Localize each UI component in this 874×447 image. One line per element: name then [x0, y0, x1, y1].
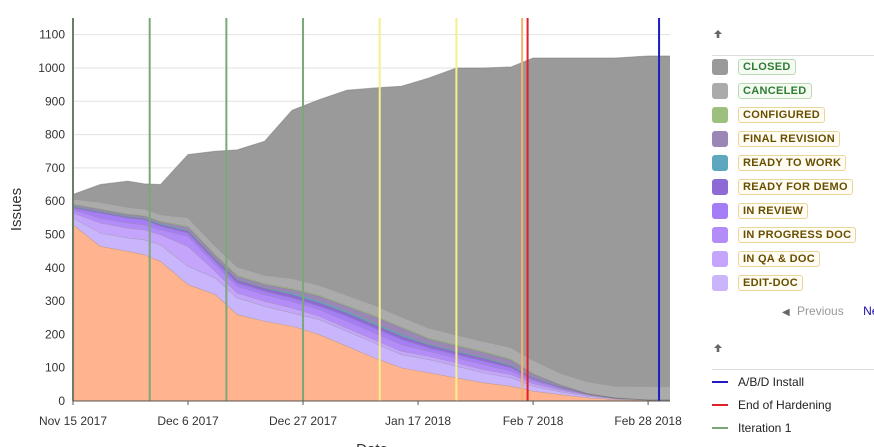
series-line	[72, 55, 670, 195]
legend-item[interactable]: EDIT-DOC	[712, 273, 803, 293]
marker-line-swatch	[712, 381, 728, 383]
scroll-up-arrow-icon[interactable]	[712, 29, 724, 41]
legend-item[interactable]: FINAL REVISION	[712, 129, 841, 149]
legend-panel: CLOSED CANCELED CONFIGURED FINAL REVISION RE…	[700, 0, 874, 447]
series-area-in-qa-doc	[73, 212, 670, 400]
legend-swatch	[712, 155, 728, 171]
chart-area: 0 100 200 300 400 500 600 700 800 900 1000 1100 Nov …	[8, 18, 682, 447]
series-area-closed	[73, 55, 670, 387]
x-tick-label: Jan 17 2018	[385, 414, 451, 428]
y-tick-label: 900	[45, 94, 65, 108]
y-tick-label: 0	[58, 394, 65, 408]
marker-line-swatch	[712, 427, 728, 429]
y-tick-label: 800	[45, 128, 65, 142]
y-tick-label: 200	[45, 327, 65, 341]
x-tick-label: Dec 27 2017	[269, 414, 337, 428]
legend-pager: ◀ Previous Ne:	[782, 304, 874, 318]
legend-label: CLOSED	[738, 59, 796, 75]
marker-legend-item[interactable]: Iteration 1	[712, 419, 791, 437]
legend-divider	[712, 55, 874, 56]
legend-label: CANCELED	[738, 83, 812, 99]
legend-label: READY FOR DEMO	[738, 179, 853, 195]
y-tick-label: 100	[45, 361, 65, 375]
legend-item[interactable]: READY TO WORK	[712, 153, 847, 173]
previous-arrow-icon[interactable]: ◀	[782, 307, 790, 318]
previous-page-link[interactable]: Previous	[797, 304, 844, 318]
legend-divider	[712, 369, 874, 370]
marker-legend-label: A/B/D Install	[738, 375, 805, 389]
legend-label: CONFIGURED	[738, 107, 825, 123]
legend-swatch	[712, 131, 728, 147]
y-tick-label: 400	[45, 261, 65, 275]
legend-swatch	[712, 179, 728, 195]
marker-legend-item[interactable]: A/B/D Install	[712, 373, 804, 391]
legend-swatch	[712, 227, 728, 243]
x-tick-label: Feb 7 2018	[503, 414, 564, 428]
legend-label: IN QA & DOC	[738, 251, 820, 267]
marker-legend-label: End of Hardening	[738, 398, 832, 412]
legend-label: IN PROGRESS DOC	[738, 227, 857, 243]
next-page-link[interactable]: Ne:	[863, 304, 874, 318]
legend-label: EDIT-DOC	[738, 275, 803, 291]
y-tick-label: 700	[45, 161, 65, 175]
cumulative-flow-chart: 0 100 200 300 400 500 600 700 800 900 1000 1100 Nov …	[8, 18, 682, 447]
legend-swatch	[712, 83, 728, 99]
x-axis-title: Date	[356, 441, 388, 447]
legend-swatch	[712, 251, 728, 267]
legend-label: FINAL REVISION	[738, 131, 841, 147]
legend-item[interactable]: CLOSED	[712, 57, 796, 77]
y-tick-label: 1000	[38, 61, 65, 75]
marker-line-swatch	[712, 404, 728, 406]
y-tick-label: 300	[45, 294, 65, 308]
marker-legend-label: Iteration 1	[738, 421, 792, 435]
legend-item[interactable]: IN QA & DOC	[712, 249, 820, 269]
legend-swatch	[712, 107, 728, 123]
marker-legend-item[interactable]: End of Hardening	[712, 396, 831, 414]
x-tick-label: Nov 15 2017	[39, 414, 107, 428]
x-tick-label: Feb 28 2018	[614, 414, 682, 428]
y-tick-label: 600	[45, 194, 65, 208]
y-axis-title: Issues	[8, 188, 25, 231]
legend-label: READY TO WORK	[738, 155, 847, 171]
legend-swatch	[712, 275, 728, 291]
legend-swatch	[712, 203, 728, 219]
legend-item[interactable]: IN REVIEW	[712, 201, 809, 221]
y-tick-label: 1100	[39, 28, 65, 42]
y-tick-label: 500	[45, 227, 65, 241]
legend-item[interactable]: READY FOR DEMO	[712, 177, 853, 197]
legend-item[interactable]: CANCELED	[712, 81, 812, 101]
legend-item[interactable]: CONFIGURED	[712, 105, 825, 125]
x-tick-label: Dec 6 2017	[157, 414, 219, 428]
scroll-up-arrow-icon[interactable]	[712, 343, 724, 355]
legend-swatch	[712, 59, 728, 75]
legend-item[interactable]: IN PROGRESS DOC	[712, 225, 857, 245]
legend-label: IN REVIEW	[738, 203, 809, 219]
series-area-base	[73, 224, 670, 401]
